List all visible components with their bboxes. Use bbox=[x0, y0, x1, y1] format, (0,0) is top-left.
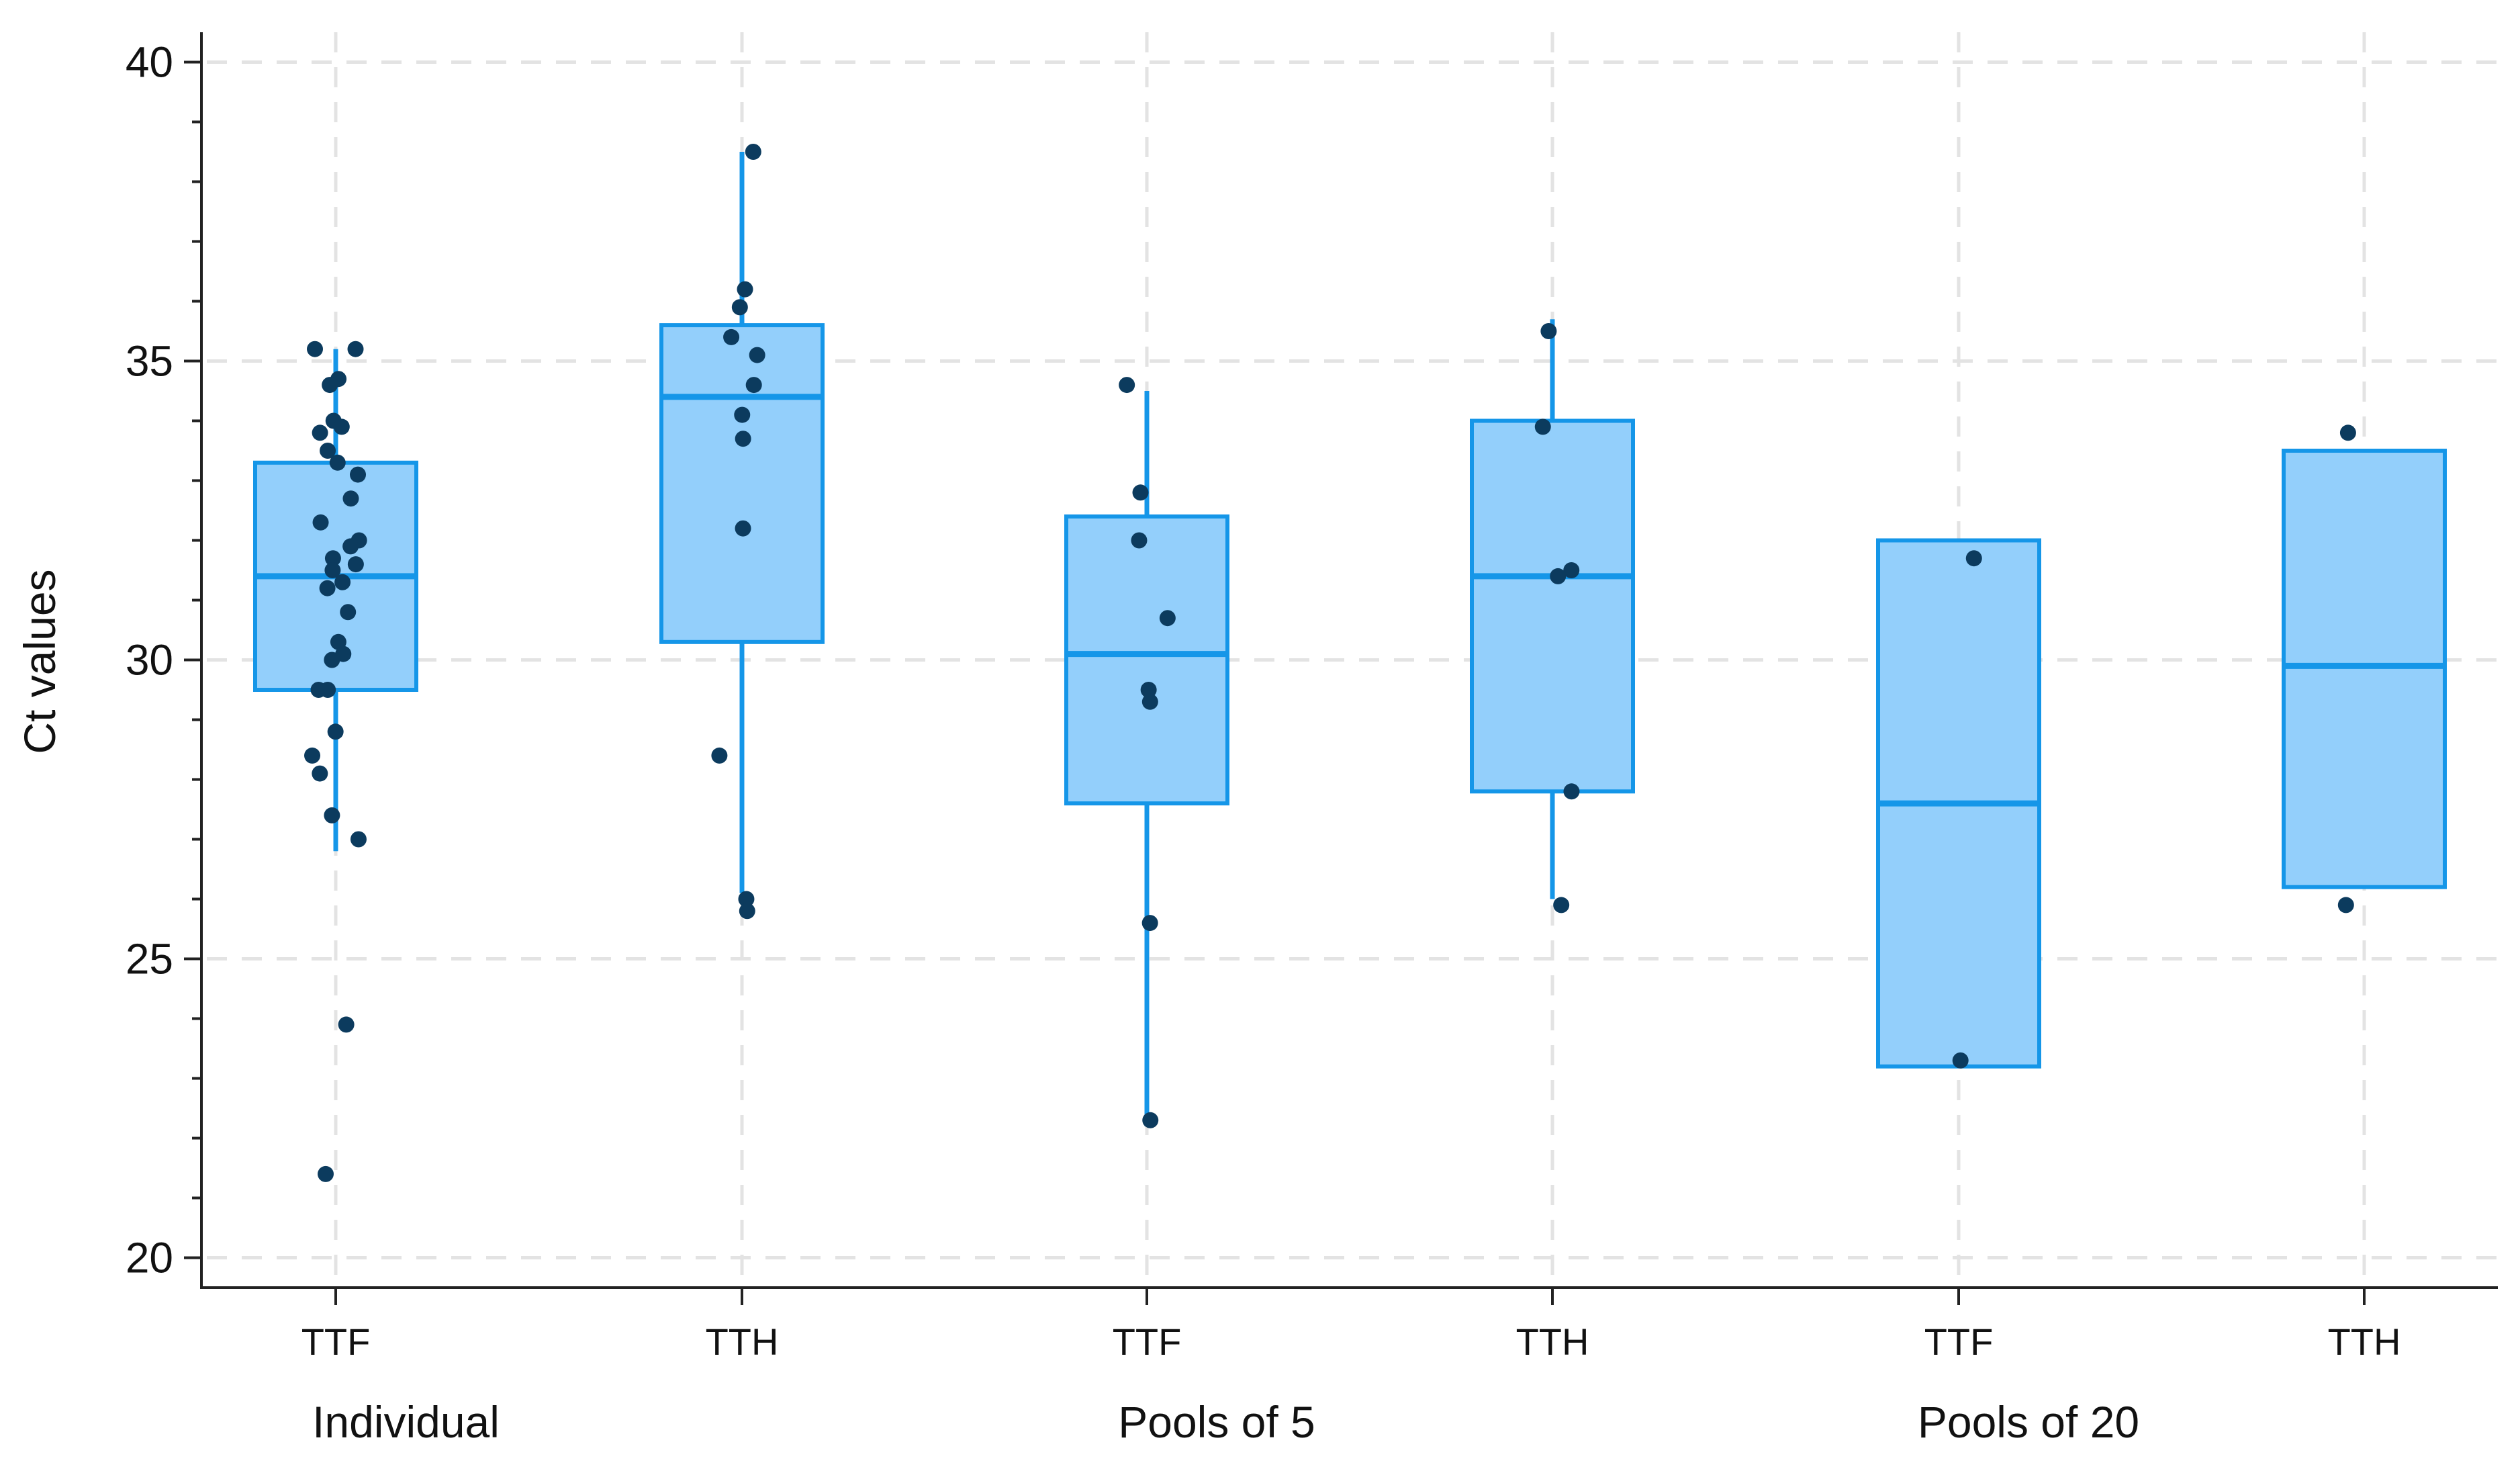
data-point bbox=[1563, 562, 1580, 578]
data-point bbox=[723, 328, 740, 345]
data-point bbox=[1563, 783, 1580, 800]
data-point bbox=[1141, 693, 1158, 710]
y-tick-label: 40 bbox=[126, 38, 173, 87]
axis-labels: 20 25 30 35 40 TTF TTH TTF TTH TTF TTH Individual Po… bbox=[126, 38, 2401, 1447]
data-point bbox=[1540, 323, 1557, 339]
gridlines bbox=[207, 32, 2498, 1284]
data-point bbox=[322, 377, 338, 394]
data-point bbox=[1550, 568, 1567, 584]
data-point bbox=[350, 831, 367, 848]
data-point bbox=[1142, 1112, 1159, 1128]
data-point bbox=[312, 514, 329, 531]
y-tick-label: 35 bbox=[126, 337, 173, 386]
data-point bbox=[745, 144, 761, 160]
data-point bbox=[324, 652, 340, 668]
data-point bbox=[1131, 532, 1148, 549]
data-point bbox=[347, 556, 364, 573]
data-point bbox=[1965, 550, 1982, 567]
group-label: Individual bbox=[312, 1397, 500, 1447]
box-3 bbox=[1064, 391, 1229, 1126]
data-point bbox=[329, 454, 346, 471]
axes bbox=[184, 32, 2498, 1305]
data-point bbox=[324, 550, 341, 567]
data-point bbox=[320, 682, 336, 698]
data-point bbox=[1119, 377, 1135, 394]
data-point bbox=[711, 747, 728, 764]
data-point bbox=[340, 604, 357, 621]
y-tick-label: 20 bbox=[126, 1234, 173, 1282]
data-point bbox=[333, 418, 350, 435]
data-point bbox=[342, 490, 359, 507]
data-point bbox=[317, 1165, 334, 1182]
data-point bbox=[1132, 484, 1149, 501]
y-axis-title: Ct values bbox=[15, 569, 64, 754]
x-tick-label: TTF bbox=[1113, 1321, 1182, 1363]
data-point bbox=[1534, 418, 1551, 435]
data-point bbox=[324, 807, 340, 823]
iqr-box bbox=[659, 323, 825, 644]
data-point bbox=[307, 341, 324, 357]
data-point bbox=[320, 443, 336, 459]
data-point bbox=[1140, 682, 1157, 698]
data-point bbox=[350, 466, 367, 483]
data-point bbox=[312, 425, 328, 441]
group-label: Pools of 20 bbox=[1918, 1397, 2139, 1447]
x-tick-label: TTH bbox=[706, 1321, 779, 1363]
data-point bbox=[312, 765, 328, 782]
data-point bbox=[1159, 610, 1176, 627]
group-label: Pools of 5 bbox=[1118, 1397, 1315, 1447]
iqr-box bbox=[1064, 514, 1229, 806]
data-point bbox=[342, 538, 359, 555]
data-point bbox=[2339, 425, 2356, 441]
data-point bbox=[334, 574, 351, 590]
data-point bbox=[734, 406, 751, 423]
data-point bbox=[319, 580, 336, 596]
data-point bbox=[1553, 897, 1570, 913]
data-point bbox=[338, 1016, 355, 1033]
data-point bbox=[347, 341, 364, 357]
data-points bbox=[304, 144, 2356, 1182]
box-6 bbox=[2282, 449, 2447, 889]
x-tick-label: TTF bbox=[1924, 1321, 1994, 1363]
boxes bbox=[253, 152, 2447, 1126]
data-point bbox=[739, 903, 755, 920]
data-point bbox=[1952, 1052, 1969, 1069]
box-2 bbox=[659, 152, 825, 893]
data-point bbox=[1141, 915, 1158, 932]
data-point bbox=[327, 723, 344, 740]
y-tick-label: 30 bbox=[126, 636, 173, 684]
data-point bbox=[735, 520, 751, 537]
data-point bbox=[324, 562, 341, 578]
data-point bbox=[2337, 897, 2354, 913]
data-point bbox=[749, 347, 765, 363]
x-tick-label: TTH bbox=[2328, 1321, 2401, 1363]
data-point bbox=[745, 377, 762, 394]
x-tick-label: TTH bbox=[1516, 1321, 1589, 1363]
y-tick-label: 25 bbox=[126, 935, 173, 983]
box-4 bbox=[1470, 319, 1635, 899]
data-point bbox=[737, 281, 753, 298]
box-5 bbox=[1876, 538, 2041, 1069]
data-point bbox=[731, 299, 748, 316]
x-tick-label: TTF bbox=[301, 1321, 371, 1363]
iqr-box bbox=[1470, 418, 1635, 794]
data-point bbox=[735, 431, 751, 447]
data-point bbox=[304, 747, 321, 764]
data-point bbox=[738, 891, 755, 907]
